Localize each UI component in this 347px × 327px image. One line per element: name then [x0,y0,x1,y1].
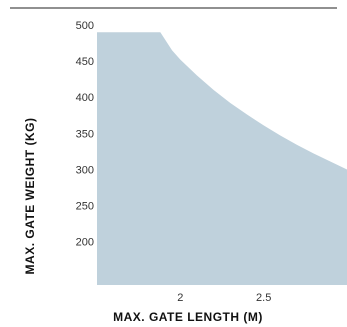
y-axis-ticks: 500 450 400 350 300 250 200 [76,20,94,249]
x-axis-title: MAX. GATE LENGTH (M) [113,310,263,324]
x-tick-label: 2.5 [256,292,271,304]
y-tick-label: 450 [76,56,94,68]
y-tick-label: 350 [76,128,94,140]
y-tick-label: 400 [76,92,94,104]
y-tick-label: 200 [76,237,94,249]
y-tick-label: 300 [76,164,94,176]
y-axis-title: MAX. GATE WEIGHT (KG) [23,118,37,275]
x-tick-label: 2 [177,292,183,304]
x-axis-ticks: 2 2.5 [177,292,271,304]
plot-area [97,32,347,285]
y-tick-label: 250 [76,201,94,213]
y-tick-label: 500 [76,20,94,32]
area-series-0 [97,32,347,285]
